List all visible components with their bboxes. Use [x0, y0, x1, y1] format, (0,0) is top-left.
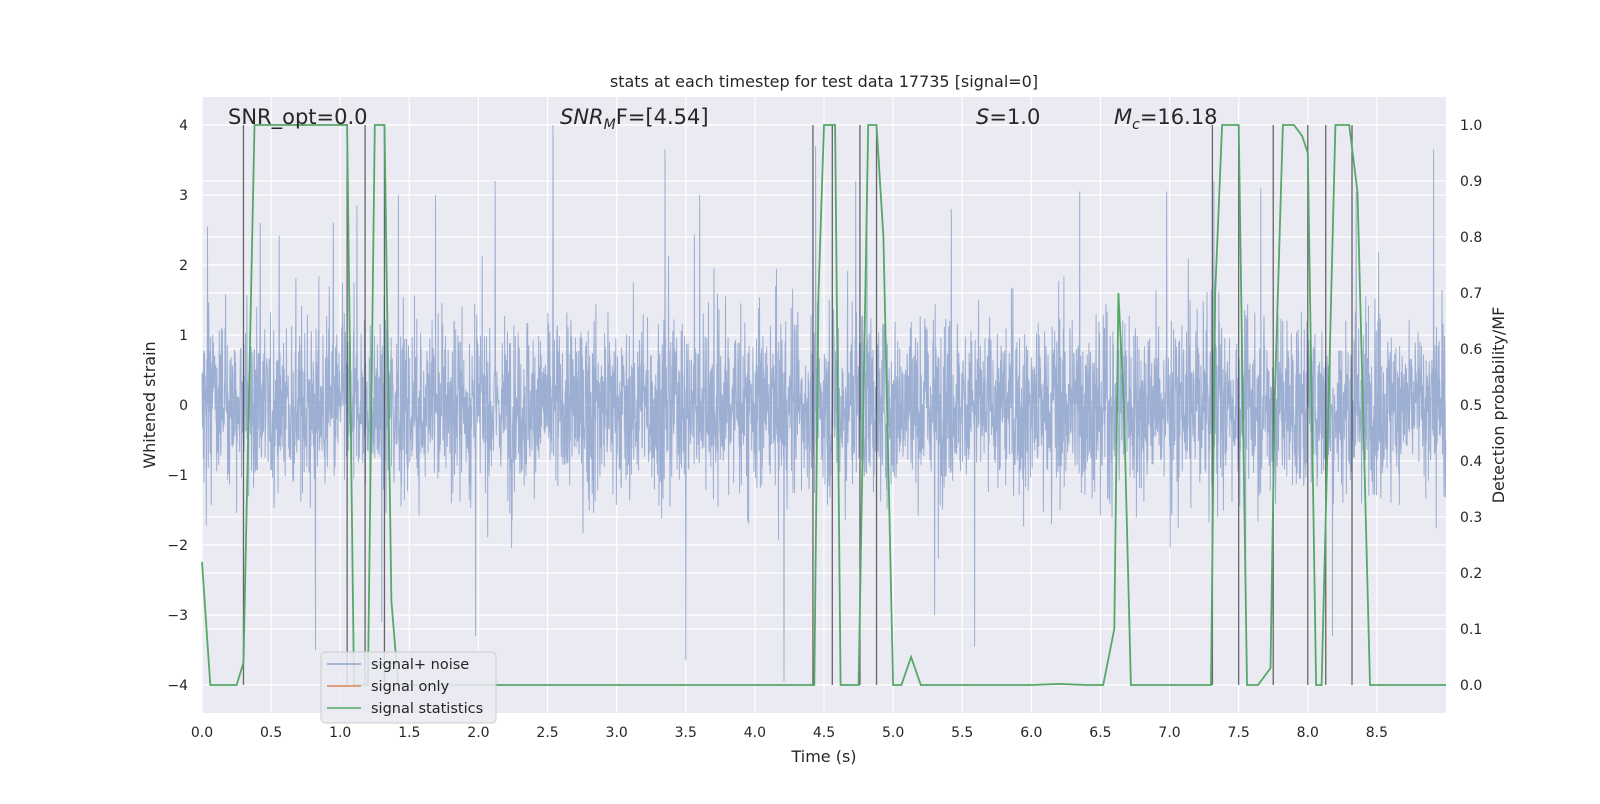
legend-label-signal-only: signal only: [371, 679, 450, 695]
vertical-markers: [242, 125, 1353, 685]
y-tick-label-right: 0.6: [1460, 342, 1482, 358]
legend-label-signal-statistics: signal statistics: [371, 701, 483, 717]
annotations: SNR_opt=0.0 SNRMF=[4.54] S=1.0 Mc=16.18: [228, 105, 1218, 133]
y-tick-label-left: −4: [167, 678, 188, 694]
annotation-mc-symbol: M: [1114, 105, 1132, 129]
x-tick-label: 7.0: [1158, 725, 1180, 741]
legend: signal+ noise signal only signal statist…: [320, 651, 497, 724]
x-tick-label: 3.0: [606, 725, 628, 741]
x-tick-label: 4.0: [744, 725, 766, 741]
x-tick-label: 6.0: [1020, 725, 1042, 741]
annotation-s: S=1.0: [976, 105, 1040, 129]
annotation-snr-mf: SNRMF=[4.54]: [560, 105, 709, 133]
annotation-snr-mf-subscript: M: [604, 117, 616, 133]
annotation-s-value: =1.0: [989, 105, 1040, 129]
x-tick-label: 1.5: [398, 725, 420, 741]
x-tick-label: 4.5: [813, 725, 835, 741]
annotation-mc-value: =16.18: [1140, 105, 1218, 129]
y-tick-label-left: 4: [179, 118, 188, 134]
y-tick-label-right: 0.0: [1460, 678, 1482, 694]
annotation-mc: Mc=16.18: [1114, 105, 1218, 133]
y-tick-label-right: 0.5: [1460, 398, 1482, 414]
x-tick-label: 6.5: [1089, 725, 1111, 741]
annotation-snr-opt: SNR_opt=0.0: [228, 105, 368, 130]
x-tick-label: 2.0: [467, 725, 489, 741]
legend-label-signal-noise: signal+ noise: [371, 657, 469, 673]
y-tick-label-right: 0.7: [1460, 286, 1482, 302]
annotation-mc-subscript: c: [1132, 117, 1140, 133]
y-tick-label-right: 0.2: [1460, 566, 1482, 582]
y-tick-label-left: 0: [179, 398, 188, 414]
y-tick-label-left: −2: [167, 538, 188, 554]
annotation-snr-mf-value: F=[4.54]: [616, 105, 709, 129]
x-tick-label: 5.0: [882, 725, 904, 741]
annotation-s-symbol: S: [976, 105, 989, 129]
y-axis-label-left: Whitened strain: [140, 341, 159, 468]
x-tick-label: 8.5: [1366, 725, 1388, 741]
y-tick-label-left: −1: [167, 468, 188, 484]
x-tick-label: 0.0: [191, 725, 213, 741]
chart-title: stats at each timestep for test data 177…: [610, 72, 1038, 91]
x-axis-label: Time (s): [790, 747, 856, 766]
x-tick-label: 2.5: [536, 725, 558, 741]
legend-box: [320, 651, 497, 724]
y-tick-label-left: 2: [179, 258, 188, 274]
y-tick-label-right: 0.9: [1460, 174, 1482, 190]
y-tick-label-right: 0.8: [1460, 230, 1482, 246]
x-tick-label: 3.5: [675, 725, 697, 741]
y-tick-label-right: 0.1: [1460, 622, 1482, 638]
y-tick-label-left: 1: [179, 328, 188, 344]
x-tick-label: 0.5: [260, 725, 282, 741]
y-tick-label-left: −3: [167, 608, 188, 624]
x-tick-label: 8.0: [1297, 725, 1319, 741]
y-tick-label-right: 0.4: [1460, 454, 1482, 470]
y-tick-label-right: 1.0: [1460, 118, 1482, 134]
x-tick-label: 7.5: [1228, 725, 1250, 741]
ticks: 0.0 0.5 1.0 1.5 2.0 2.5 3.0 3.5 4.0 4.5 5.0 5.5 6.0 6…: [167, 118, 1482, 741]
y-tick-label-right: 0.3: [1460, 510, 1482, 526]
y-axis-label-right: Detection probability/MF: [1489, 307, 1508, 504]
annotation-snr-mf-symbol: SNR: [560, 105, 604, 129]
x-tick-label: 1.0: [329, 725, 351, 741]
x-tick-label: 5.5: [951, 725, 973, 741]
y-tick-label-left: 3: [179, 188, 188, 204]
